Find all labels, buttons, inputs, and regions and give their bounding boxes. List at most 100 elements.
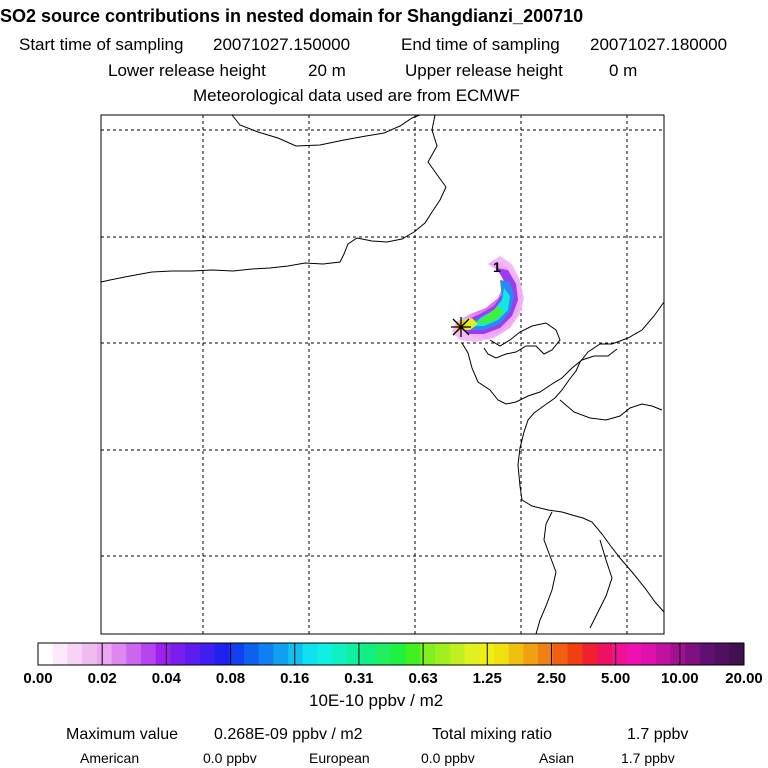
northern-border [231,114,421,147]
colorbar-cell [361,643,377,665]
yangtze-coast [589,539,613,629]
colorbar-cell [670,643,686,665]
colorbar-cell [611,643,627,665]
colorbar-cell [641,643,657,665]
colorbar-tick-label: 0.63 [408,670,438,687]
colorbar-cell [82,643,98,665]
colorbar-cell [685,643,701,665]
colorbar-tick-label: 20.00 [725,670,763,687]
colorbar-cell [508,643,524,665]
colorbar-cell [346,643,363,665]
colorbar-cell [493,643,510,665]
colorbar-cell [52,643,68,665]
colorbar-cell [288,643,304,665]
colorbar-cell [655,643,671,665]
colorbar-cell [391,643,407,665]
colorbar-tick-label: 0.00 [23,670,53,687]
colorbar-tick-label: 0.31 [344,670,374,687]
colorbar-cell [214,643,230,665]
plume-green [476,306,504,324]
plume-blue [466,280,514,330]
colorbar-tick-label: 2.50 [536,670,567,687]
colorbar-tick-label: 0.04 [151,670,181,687]
region-european-value: 0.0 ppbv [421,750,475,766]
upper-release-label: Upper release height [405,61,563,80]
shandong-coast [559,399,663,421]
colorbar-cell [96,643,113,665]
liaodong-coast [483,322,561,359]
total-mixing-value: 1.7 ppbv [627,726,689,743]
upper-release-value: 0 m [609,61,638,80]
colorbar-cell [567,643,583,665]
lower-release-value: 20 m [308,61,346,80]
colorbar-cell [199,643,215,665]
map-frame [100,114,665,635]
east-coast [535,511,557,635]
total-mixing-label: Total mixing ratio [432,726,553,743]
korea-coast [517,301,665,613]
plume-cyan [474,288,510,326]
start-time-value: 20071027.150000 [213,35,351,54]
colorbar-tick-label: 5.00 [601,670,631,687]
colorbar-cell [596,643,613,665]
colorbar-cell [126,643,142,665]
chart-title: SO2 source contributions in nested domai… [0,6,584,26]
colorbar-cell [729,643,745,665]
colorbar-cell [258,643,274,665]
colorbar-cell [464,643,480,665]
colorbar-cell [405,643,421,665]
region-american-name: American [80,750,140,766]
colorbar-cell [449,643,466,665]
region-european-name: European [309,750,370,766]
colorbar-cell [185,643,201,665]
colorbar-cell [243,643,260,665]
colorbar-cell [626,643,642,665]
colorbar-cell [420,643,436,665]
plume [452,256,524,342]
colorbar-cell [155,643,171,665]
plume-label: 1 [493,259,501,275]
colorbar-cell [38,643,54,665]
colorbar-cell [699,643,716,665]
colorbar-frame [37,642,745,666]
end-time-value: 20071027.180000 [590,35,728,54]
max-value-label: Maximum value [66,726,179,743]
colorbar-tick-label: 10.00 [661,670,699,687]
colorbar-cell [170,643,186,665]
colorbar-tick-label: 1.25 [472,670,502,687]
colorbar-cell [273,643,289,665]
colorbar-cell [302,643,318,665]
receptor-star-icon [451,317,471,337]
lower-release-label: Lower release height [108,61,266,80]
northeast-border [100,114,447,283]
colorbar-cell [552,643,568,665]
coastlines [100,114,665,635]
colorbar-cell [317,643,333,665]
start-time-label: Start time of sampling [19,35,184,54]
colorbar-unit: 10E-10 ppbv / m2 [309,691,444,710]
region-asian-value: 1.7 ppbv [621,750,675,766]
colorbar-cell [582,643,598,665]
colorbar-cell [140,643,157,665]
colorbar-cell [111,643,127,665]
max-value: 0.268E-09 ppbv / m2 [214,726,363,743]
colorbar-cell [523,643,539,665]
colorbar-tick-label: 0.16 [280,670,310,687]
colorbar-cell [714,643,730,665]
colorbar-separators [101,643,681,665]
end-time-label: End time of sampling [401,35,560,54]
colorbar-cell [376,643,392,665]
colorbar-cell [67,643,83,665]
colorbar-tick-label: 0.02 [87,670,117,687]
region-asian-name: Asian [539,750,575,766]
colorbar-cell [435,643,451,665]
colorbar-cells [38,643,745,665]
bohai-coast [461,342,618,405]
met-data-note: Meteorological data used are from ECMWF [193,86,520,105]
colorbar-cell [332,643,348,665]
colorbar-cell [538,643,554,665]
colorbar-cell [229,643,245,665]
graticule [101,115,664,634]
